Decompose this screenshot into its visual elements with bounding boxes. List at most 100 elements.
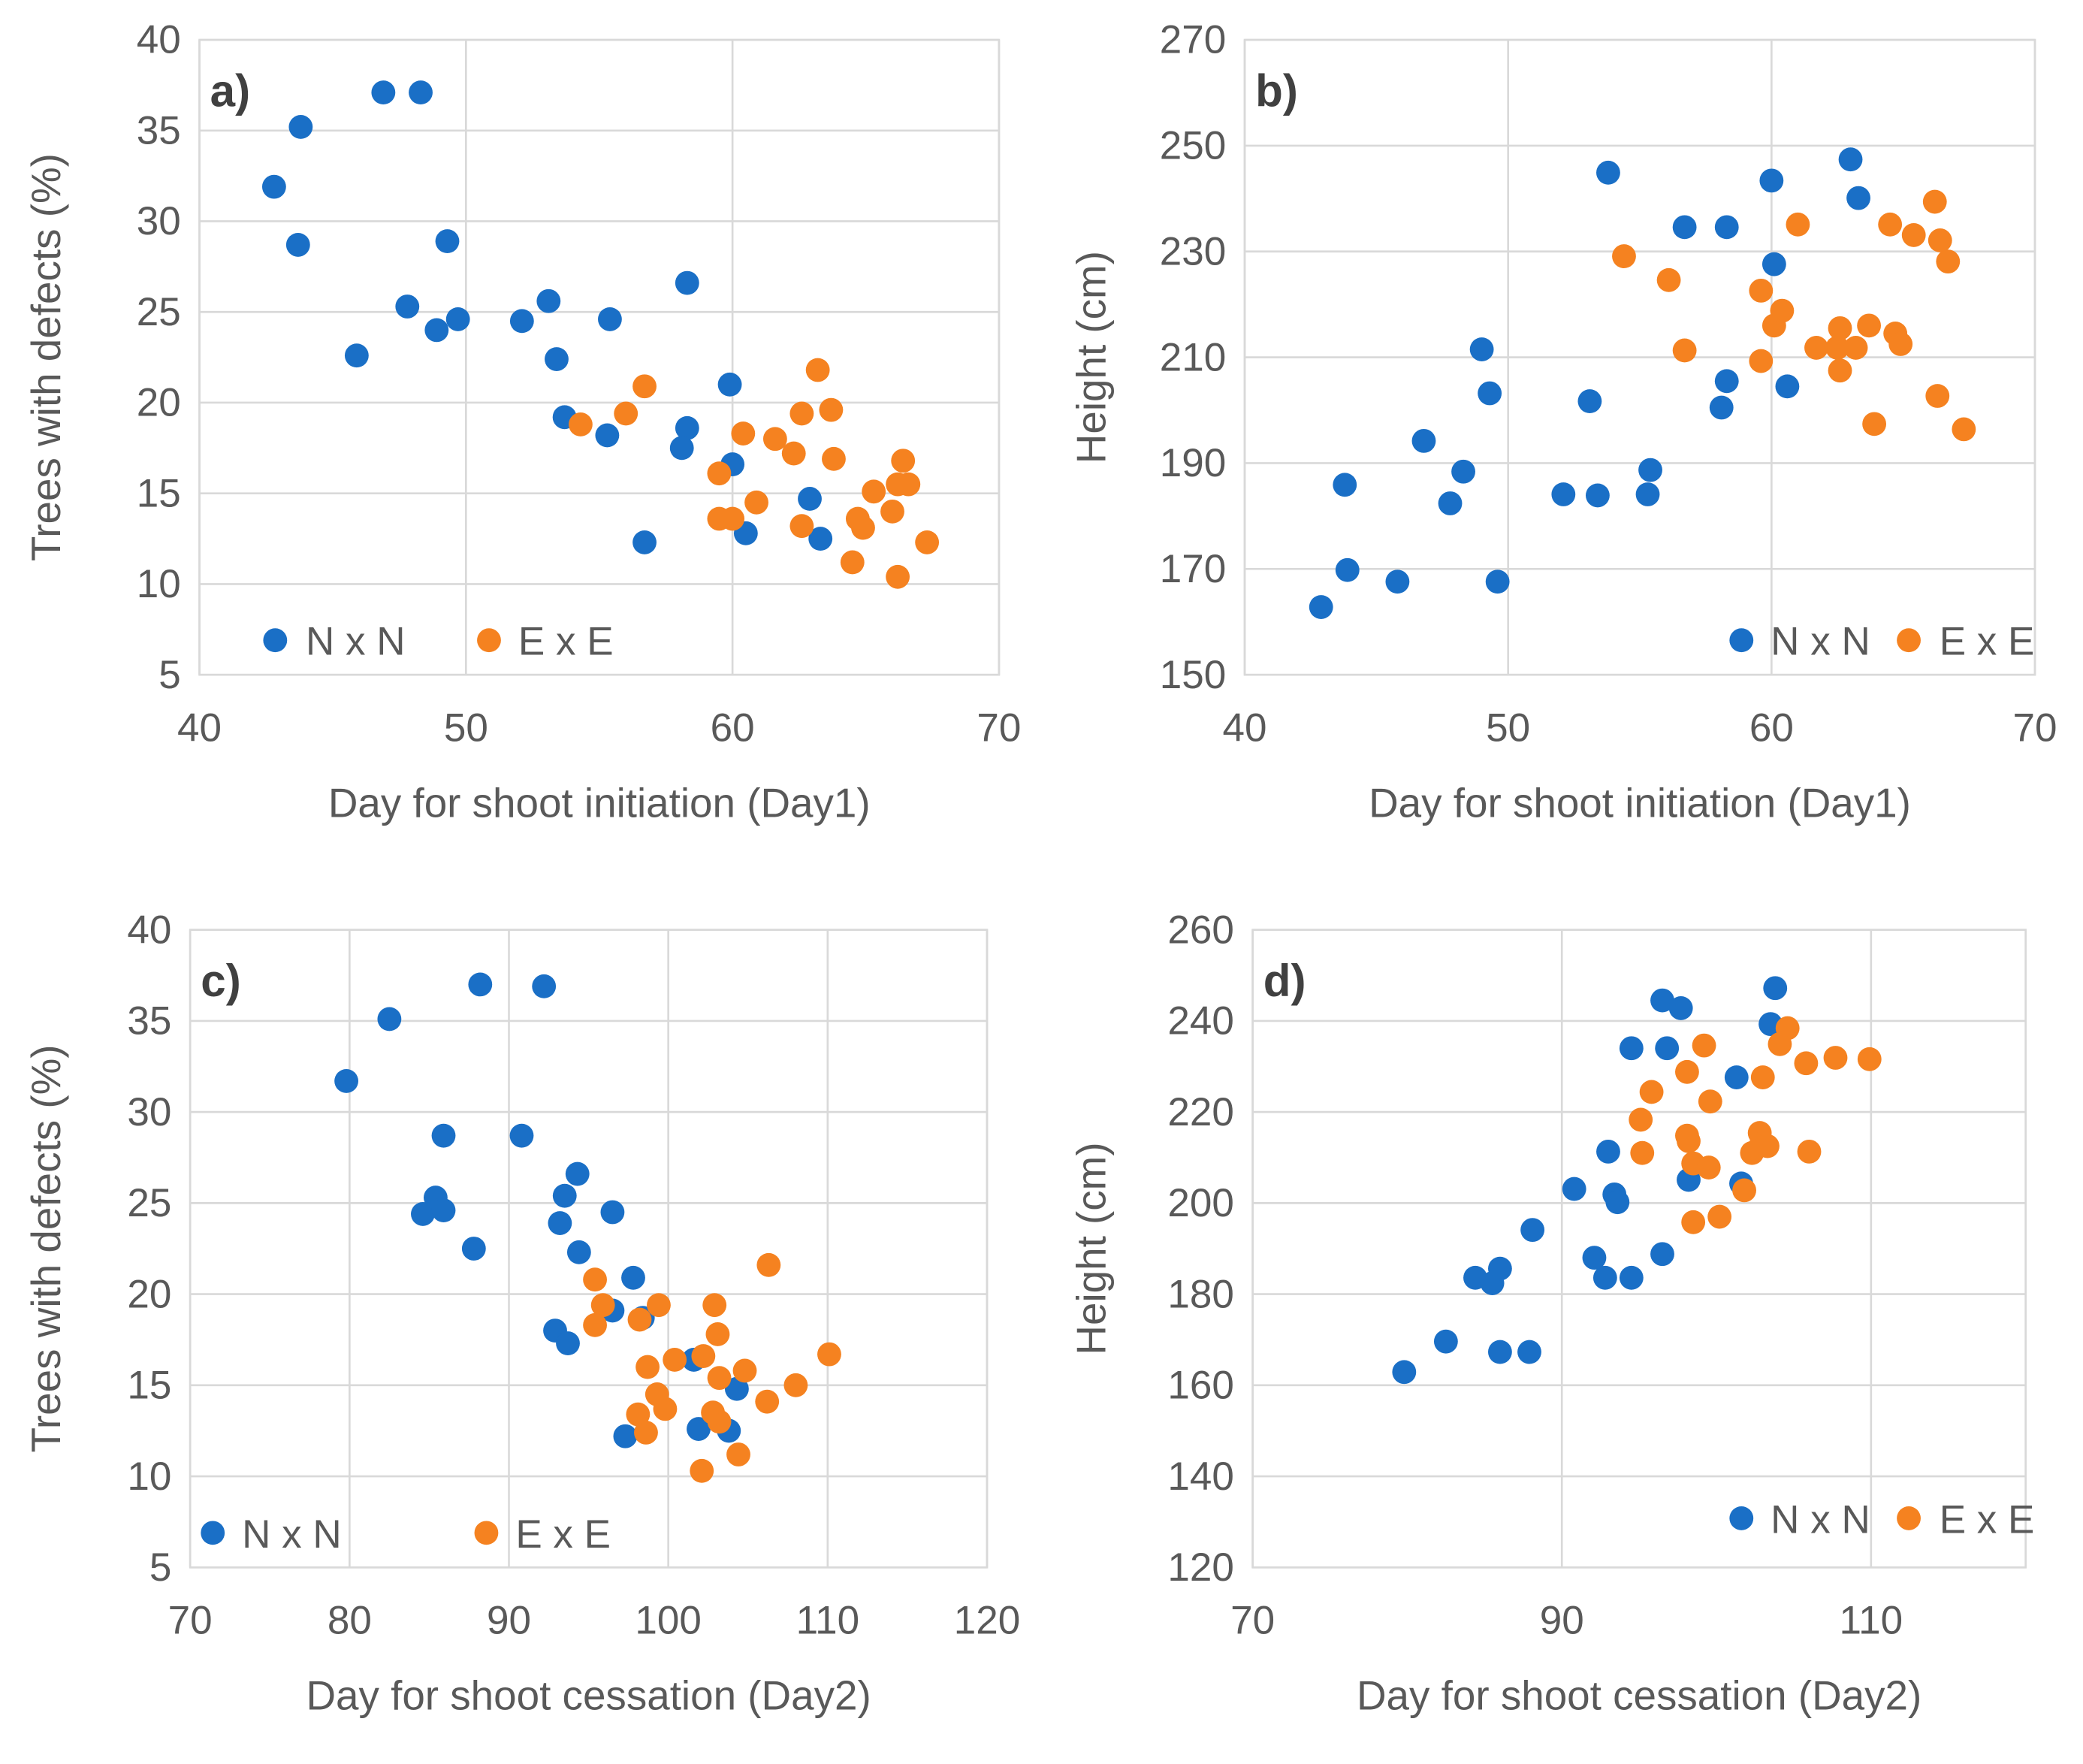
data-point — [808, 527, 833, 551]
data-point — [1888, 332, 1913, 356]
data-point — [614, 401, 638, 426]
data-point — [424, 318, 449, 343]
y-tick-label: 30 — [127, 1090, 171, 1134]
legend-label: N x N — [306, 620, 406, 664]
data-point — [915, 530, 940, 554]
data-point — [1846, 186, 1870, 210]
x-axis-title: Day for shoot initiation (Day1) — [1369, 779, 1911, 826]
data-point — [1485, 569, 1510, 594]
y-tick-label: 240 — [1167, 999, 1233, 1044]
data-point — [371, 80, 396, 104]
plot-area — [1251, 929, 2027, 1569]
y-axis-title: Height (cm) — [1067, 1142, 1114, 1355]
data-point — [798, 487, 822, 511]
data-point — [720, 506, 745, 531]
data-point — [783, 1373, 808, 1397]
x-tick-label: 70 — [977, 706, 1021, 751]
data-point — [1692, 1033, 1716, 1058]
data-point — [1804, 336, 1828, 360]
data-point — [724, 1376, 749, 1401]
data-point — [621, 1265, 645, 1290]
legend-label: E x E — [515, 1512, 611, 1557]
data-point — [669, 436, 694, 461]
data-point — [1696, 1155, 1721, 1180]
data-point — [1786, 212, 1810, 237]
data-point — [1775, 1016, 1800, 1041]
data-point — [851, 515, 875, 540]
data-point — [1857, 1047, 1882, 1071]
data-point — [1755, 1134, 1780, 1158]
x-tick-label: 80 — [328, 1599, 372, 1643]
data-point — [1333, 473, 1357, 497]
legend-label: N x N — [1771, 1497, 1870, 1542]
data-point — [1797, 1139, 1822, 1164]
data-point — [1650, 1242, 1674, 1267]
legend-marker — [474, 1521, 499, 1545]
plot-area — [198, 38, 1001, 676]
y-tick-label: 15 — [137, 471, 181, 515]
data-point — [732, 1358, 757, 1383]
data-point — [862, 479, 886, 504]
data-point — [1828, 316, 1852, 340]
data-point — [632, 530, 657, 554]
x-tick-label: 50 — [1486, 706, 1530, 751]
data-point — [1714, 215, 1739, 240]
data-point — [1612, 244, 1636, 269]
series-nxn — [1309, 147, 1870, 619]
data-point — [1681, 1210, 1706, 1234]
data-point — [598, 307, 622, 331]
data-point — [1582, 1246, 1607, 1270]
data-point — [707, 1366, 732, 1391]
data-point — [1763, 976, 1788, 1001]
data-point — [1750, 1065, 1775, 1089]
panel-c: 70 80 90 100 110 120 5 10 15 20 25 30 35 40 Day for sh… — [23, 908, 1020, 1718]
panel-label: d) — [1263, 956, 1306, 1006]
data-point — [1794, 1051, 1819, 1076]
data-point — [1749, 278, 1774, 303]
data-point — [675, 415, 699, 440]
data-point — [583, 1312, 607, 1337]
y-tick-label: 40 — [137, 18, 181, 62]
data-point — [1862, 412, 1887, 436]
data-point — [690, 1458, 714, 1483]
data-point — [1749, 349, 1774, 373]
data-point — [755, 1389, 780, 1414]
data-point — [600, 1200, 625, 1225]
data-point — [431, 1198, 456, 1222]
y-axis-title: Height (cm) — [1067, 251, 1114, 464]
data-point — [583, 1267, 607, 1292]
data-point — [726, 1442, 750, 1466]
data-point — [1619, 1036, 1644, 1061]
data-point — [789, 401, 814, 426]
x-tick-label: 120 — [954, 1599, 1020, 1643]
data-point — [552, 1183, 577, 1208]
y-tick-label: 15 — [127, 1364, 171, 1408]
data-point — [377, 1007, 402, 1032]
data-point — [445, 307, 470, 331]
data-point — [532, 974, 557, 998]
legend-marker — [201, 1521, 225, 1545]
series-exe — [1629, 1016, 1882, 1234]
data-point — [590, 1293, 615, 1318]
y-tick-label: 180 — [1167, 1272, 1233, 1316]
data-point — [595, 423, 620, 448]
x-tick-label: 110 — [1840, 1599, 1903, 1643]
series-nxn — [261, 80, 833, 554]
data-point — [1732, 1178, 1756, 1203]
data-point — [1639, 1080, 1664, 1104]
data-point — [1672, 338, 1697, 363]
data-point — [1635, 482, 1660, 506]
x-axis-title: Day for shoot initiation (Day1) — [328, 779, 871, 826]
data-point — [1385, 569, 1410, 594]
y-tick-label: 270 — [1160, 18, 1226, 62]
data-point — [705, 1322, 730, 1346]
data-point — [675, 270, 699, 295]
y-axis-title: Trees with defects (%) — [23, 1044, 69, 1452]
panel-label: c) — [201, 956, 240, 1006]
legend-label: E x E — [1940, 620, 2035, 664]
data-point — [565, 1161, 590, 1186]
legend-marker — [263, 628, 288, 653]
data-point — [1878, 212, 1903, 237]
y-tick-label: 5 — [149, 1545, 172, 1590]
y-tick-label: 25 — [137, 290, 181, 334]
